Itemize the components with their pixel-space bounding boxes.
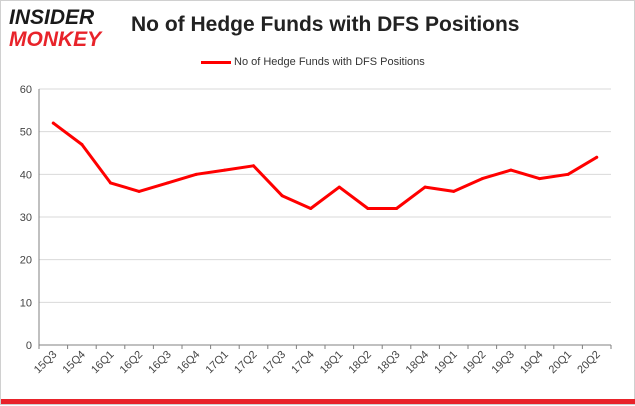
y-tick-label: 10 bbox=[20, 297, 32, 309]
data-point bbox=[166, 181, 170, 185]
data-point bbox=[337, 185, 341, 189]
x-tick-label: 15Q4 bbox=[60, 349, 88, 377]
data-point bbox=[309, 206, 313, 210]
x-tick-label: 19Q1 bbox=[432, 349, 460, 377]
x-tick-label: 18Q4 bbox=[404, 349, 432, 377]
data-point bbox=[252, 164, 255, 168]
insider-monkey-logo: INSIDER MONKEY bbox=[9, 7, 101, 50]
x-tick-label: 20Q1 bbox=[547, 349, 575, 377]
series-line bbox=[51, 121, 599, 210]
x-tick-label: 19Q4 bbox=[518, 349, 546, 377]
data-point bbox=[423, 185, 427, 189]
legend-line-swatch bbox=[201, 60, 231, 64]
x-tick-label: 18Q3 bbox=[375, 349, 403, 377]
data-point bbox=[452, 189, 456, 193]
chart-title: No of Hedge Funds with DFS Positions bbox=[131, 13, 520, 36]
data-point bbox=[80, 142, 84, 146]
x-tick-label: 17Q4 bbox=[289, 349, 317, 377]
y-tick-label: 0 bbox=[26, 340, 32, 352]
data-point bbox=[538, 177, 541, 181]
x-tick-label: 19Q3 bbox=[489, 349, 517, 377]
y-tick-label: 40 bbox=[20, 169, 32, 181]
data-point bbox=[509, 168, 513, 172]
data-point bbox=[566, 172, 570, 176]
data-point bbox=[137, 189, 141, 193]
data-point bbox=[395, 206, 398, 210]
x-tick-label: 16Q1 bbox=[89, 349, 117, 377]
y-tick-label: 60 bbox=[20, 84, 32, 96]
data-point bbox=[280, 194, 284, 198]
x-tick-label: 18Q2 bbox=[346, 349, 374, 377]
x-tick-label: 18Q1 bbox=[318, 349, 346, 377]
data-point bbox=[595, 155, 599, 159]
chart-legend: No of Hedge Funds with DFS Positions bbox=[201, 56, 425, 68]
x-tick-label: 17Q2 bbox=[232, 349, 260, 377]
logo-text-bottom: MONKEY bbox=[9, 28, 102, 51]
data-point bbox=[109, 181, 112, 185]
bottom-accent-bar bbox=[1, 399, 635, 404]
y-tick-label: 50 bbox=[20, 127, 32, 139]
data-point bbox=[366, 206, 370, 210]
x-tick-label: 17Q1 bbox=[203, 349, 231, 377]
data-point bbox=[223, 168, 227, 172]
x-tick-label: 16Q2 bbox=[118, 349, 146, 377]
x-tick-label: 16Q4 bbox=[175, 349, 203, 377]
x-tick-label: 19Q2 bbox=[461, 349, 489, 377]
data-point bbox=[194, 172, 198, 176]
x-tick-label: 17Q3 bbox=[261, 349, 289, 377]
data-point bbox=[51, 121, 55, 125]
logo-text-top: INSIDER bbox=[9, 6, 95, 29]
y-tick-label: 30 bbox=[20, 212, 32, 224]
x-tick-label: 20Q2 bbox=[575, 349, 603, 377]
x-tick-label: 16Q3 bbox=[146, 349, 174, 377]
y-tick-label: 20 bbox=[20, 255, 32, 267]
legend-label: No of Hedge Funds with DFS Positions bbox=[234, 56, 425, 68]
data-point bbox=[480, 177, 484, 181]
x-tick-label: 15Q3 bbox=[32, 349, 60, 377]
